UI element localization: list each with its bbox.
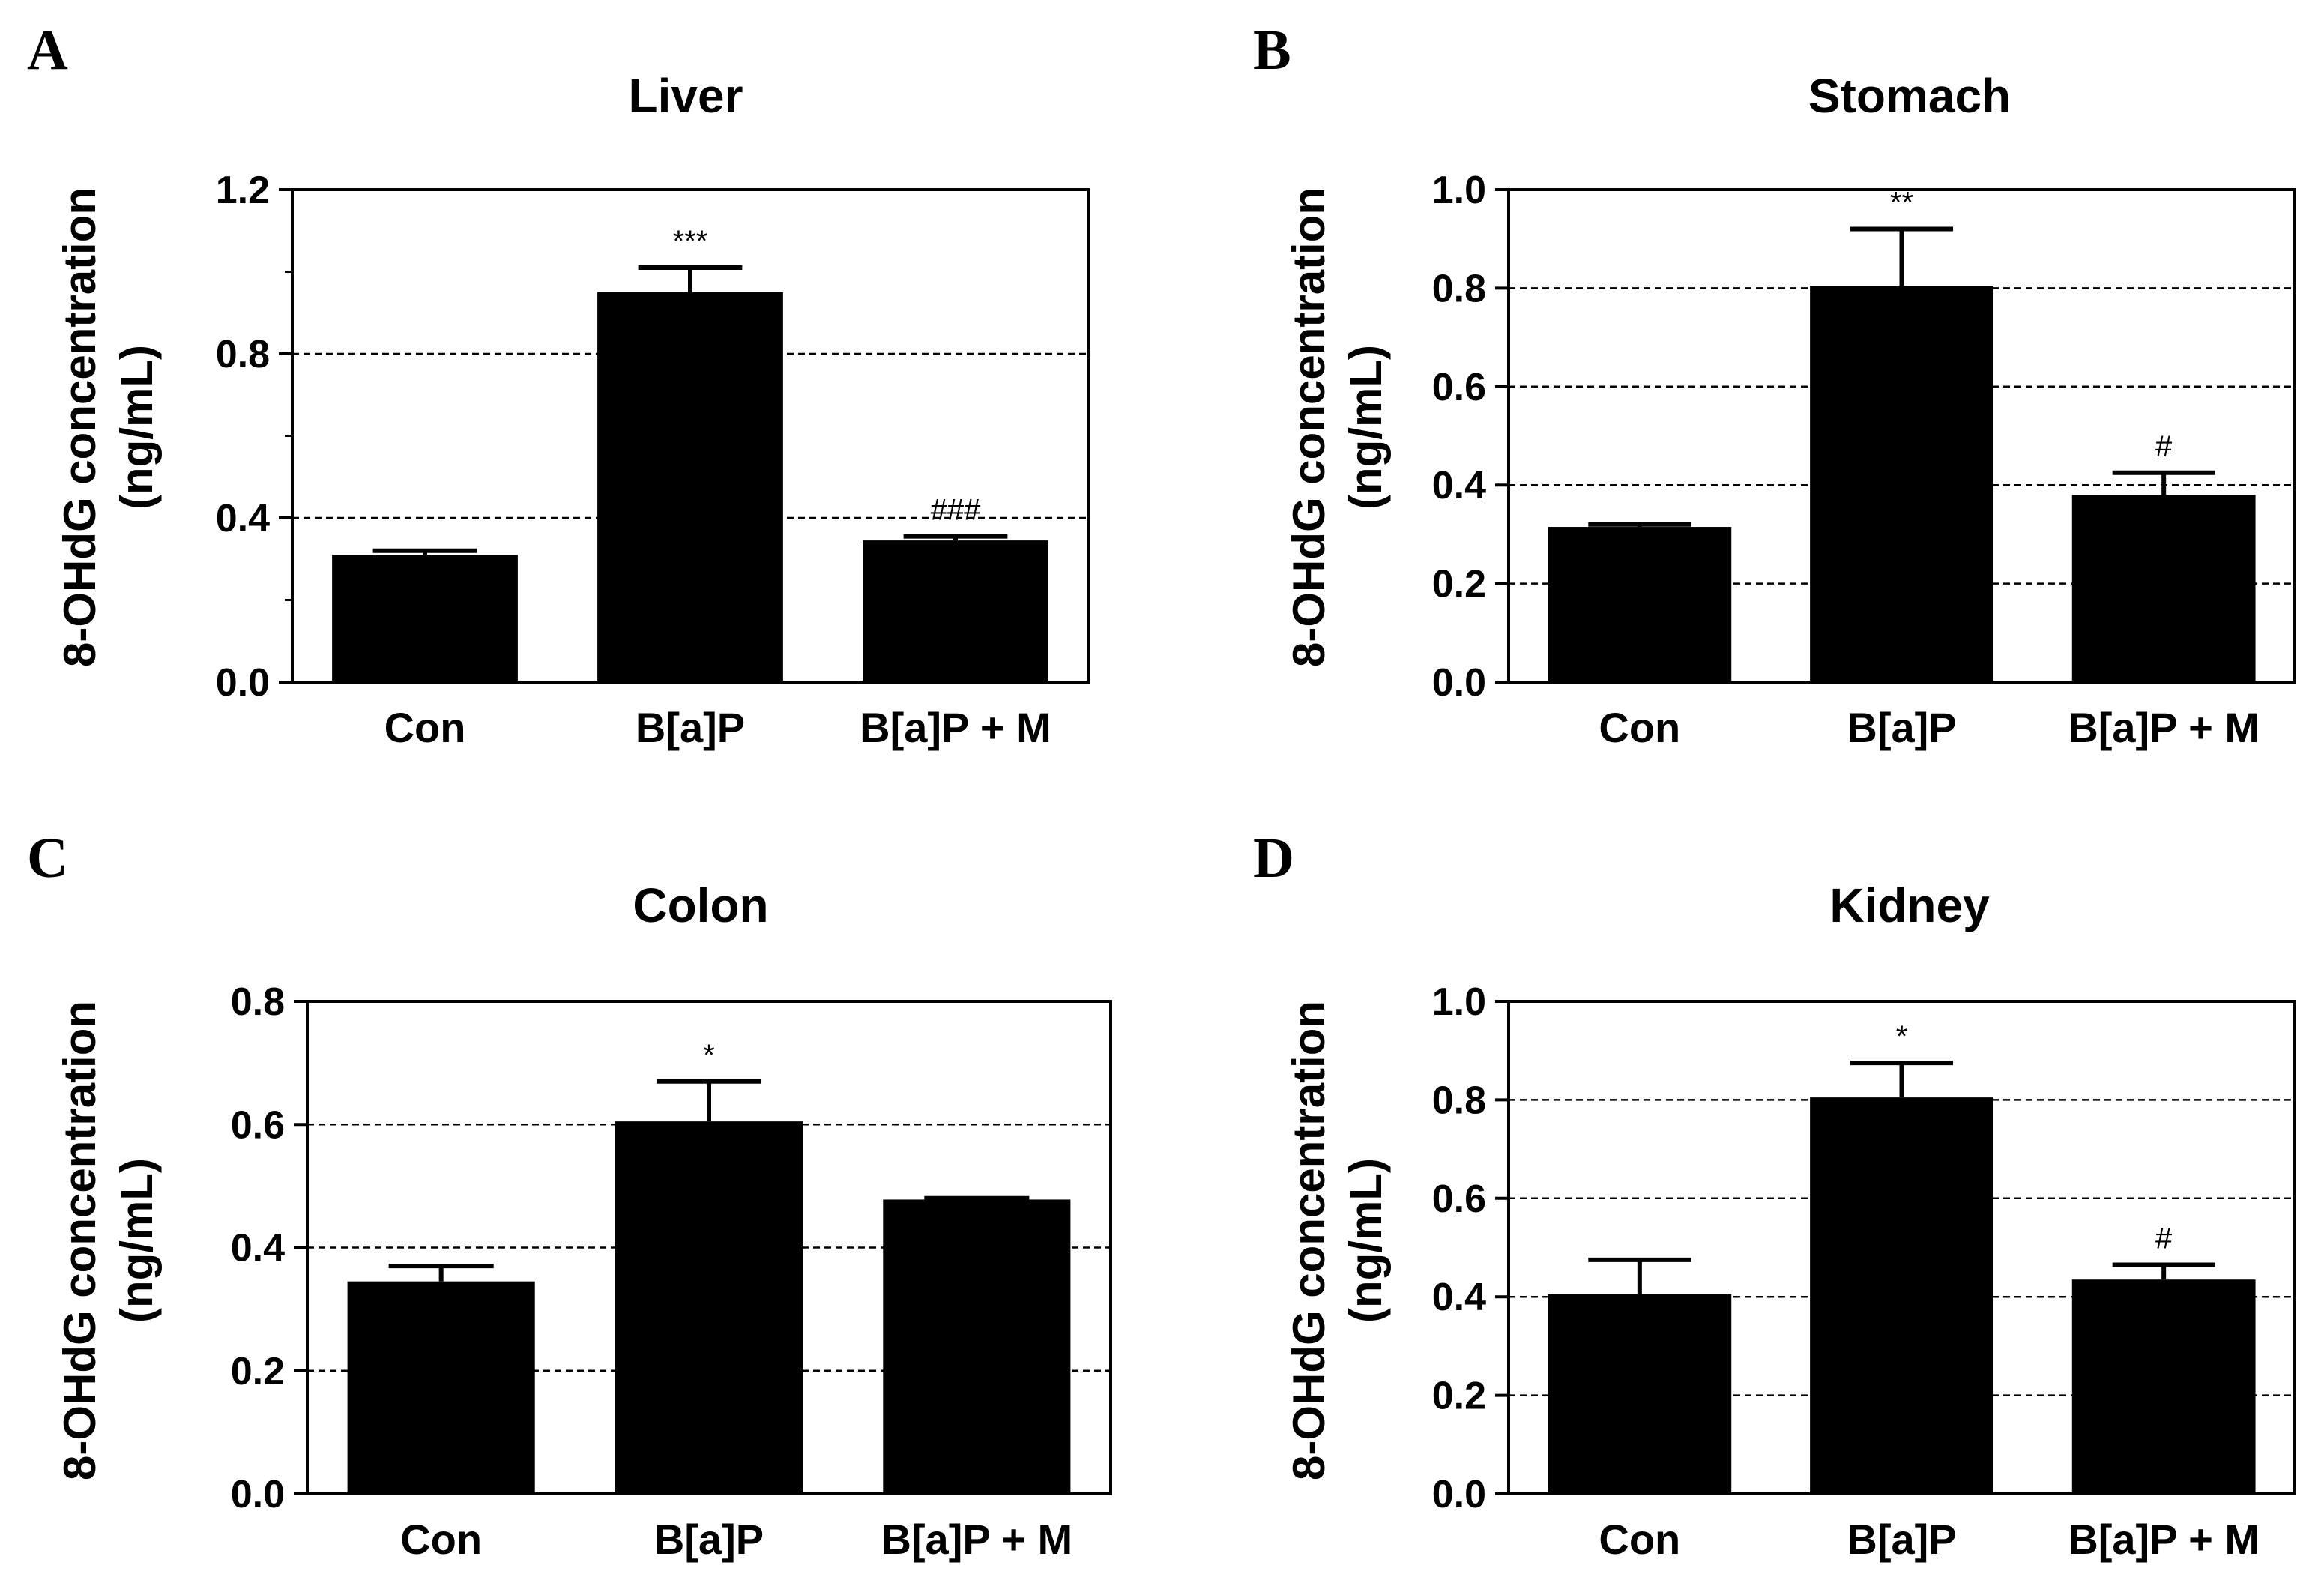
y-tick-label: 0.2 bbox=[231, 1350, 285, 1393]
bar bbox=[863, 540, 1048, 682]
y-tick-label: 0.0 bbox=[216, 661, 270, 705]
bar bbox=[2071, 495, 2256, 682]
y-axis-label-line1: 8-OHdG concentration bbox=[1284, 187, 1334, 667]
y-tick-label: 0.6 bbox=[1432, 366, 1486, 409]
x-tick-label: B[a]P bbox=[636, 704, 745, 751]
y-axis-label: 8-OHdG concentration (ng/mL) bbox=[55, 1001, 162, 1480]
chart-title: Colon bbox=[633, 878, 768, 932]
y-tick-label: 0.8 bbox=[1432, 267, 1486, 310]
significance-marker: ** bbox=[1890, 187, 1913, 220]
chart-panel-a: A Liver 8-OHdG concentration (ng/mL) Con *** B… bbox=[27, 19, 1090, 751]
x-tick-label: B[a]P + M bbox=[860, 704, 1051, 751]
y-axis-label-line2: (ng/mL) bbox=[112, 345, 162, 510]
bar bbox=[1810, 286, 1993, 682]
y-axis-label-line1: 8-OHdG concentration bbox=[55, 1001, 105, 1480]
chart-panel-b: B Stomach 8-OHdG concentration (ng/mL) Con **… bbox=[1253, 19, 2296, 751]
chart-panel-d: D Kidney 8-OHdG concentration (ng/mL) Con * B[… bbox=[1253, 827, 2296, 1563]
y-tick-label: 0.6 bbox=[1432, 1178, 1486, 1221]
y-axis-label: 8-OHdG concentration (ng/mL) bbox=[1284, 1001, 1391, 1480]
chart-title: Stomach bbox=[1808, 69, 2011, 123]
y-tick-label: 0.6 bbox=[231, 1103, 285, 1147]
y-tick-label: 0.0 bbox=[231, 1473, 285, 1516]
y-tick-label: 0.8 bbox=[231, 980, 285, 1024]
bar bbox=[1810, 1097, 1993, 1494]
bar bbox=[615, 1121, 803, 1494]
bar bbox=[1548, 1294, 1732, 1494]
chart-title: Liver bbox=[629, 69, 743, 123]
bar bbox=[332, 555, 518, 682]
x-tick-label: Con bbox=[384, 704, 466, 751]
significance-marker: *** bbox=[673, 225, 708, 258]
y-axis-label-line2: (ng/mL) bbox=[112, 1158, 162, 1323]
bar bbox=[347, 1281, 535, 1494]
y-axis-label-line2: (ng/mL) bbox=[1341, 345, 1391, 510]
y-tick-label: 0.0 bbox=[1432, 1473, 1486, 1516]
y-tick-label: 0.8 bbox=[216, 333, 270, 376]
y-axis-label-line1: 8-OHdG concentration bbox=[1284, 1001, 1334, 1480]
y-tick-label: 0.2 bbox=[1432, 563, 1486, 606]
significance-marker: ### bbox=[931, 494, 981, 527]
x-tick-label: B[a]P bbox=[1847, 1516, 1956, 1563]
significance-marker: # bbox=[2155, 1222, 2173, 1255]
significance-marker: * bbox=[1896, 1020, 1908, 1053]
x-tick-label: B[a]P + M bbox=[2068, 704, 2260, 751]
panel-letter: D bbox=[1253, 827, 1294, 890]
plot-frame bbox=[1507, 1000, 2296, 1495]
x-tick-label: B[a]P + M bbox=[881, 1516, 1072, 1563]
y-axis-label-line1: 8-OHdG concentration bbox=[55, 187, 105, 667]
panel-letter: A bbox=[27, 19, 68, 82]
y-tick-label: 0.4 bbox=[216, 497, 270, 540]
x-tick-label: Con bbox=[1599, 1516, 1680, 1563]
chart-panel-c: C Colon 8-OHdG concentration (ng/mL) Con * B[a… bbox=[27, 827, 1112, 1563]
y-tick-label: 0.2 bbox=[1432, 1375, 1486, 1418]
x-tick-label: Con bbox=[400, 1516, 482, 1563]
y-axis-label: 8-OHdG concentration (ng/mL) bbox=[1284, 187, 1391, 667]
bar bbox=[2071, 1279, 2256, 1494]
y-tick-label: 0.0 bbox=[1432, 661, 1486, 705]
y-tick-label: 0.4 bbox=[231, 1227, 285, 1270]
x-tick-label: Con bbox=[1599, 704, 1680, 751]
bar bbox=[883, 1199, 1071, 1494]
plot-frame bbox=[1507, 188, 2296, 684]
y-tick-label: 0.4 bbox=[1432, 464, 1486, 507]
x-tick-label: B[a]P bbox=[1847, 704, 1956, 751]
bar bbox=[1548, 527, 1732, 682]
panel-letter: B bbox=[1253, 19, 1291, 82]
y-tick-label: 1.0 bbox=[1432, 169, 1486, 212]
x-tick-label: B[a]P + M bbox=[2068, 1516, 2260, 1563]
significance-marker: # bbox=[2155, 430, 2173, 463]
y-tick-label: 0.8 bbox=[1432, 1079, 1486, 1122]
y-axis-label-line2: (ng/mL) bbox=[1341, 1158, 1391, 1323]
chart-title: Kidney bbox=[1829, 878, 1990, 932]
panel-letter: C bbox=[27, 827, 68, 890]
significance-marker: * bbox=[703, 1039, 715, 1072]
y-tick-label: 0.4 bbox=[1432, 1276, 1486, 1319]
bar bbox=[597, 292, 783, 682]
y-tick-label: 1.2 bbox=[216, 169, 270, 212]
x-tick-label: B[a]P bbox=[654, 1516, 764, 1563]
y-tick-label: 1.0 bbox=[1432, 980, 1486, 1024]
y-axis-label: 8-OHdG concentration (ng/mL) bbox=[55, 187, 162, 667]
